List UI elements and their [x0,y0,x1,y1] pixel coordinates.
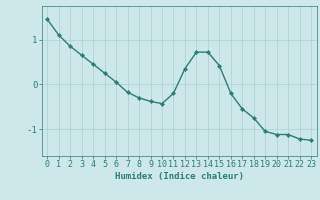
X-axis label: Humidex (Indice chaleur): Humidex (Indice chaleur) [115,172,244,181]
